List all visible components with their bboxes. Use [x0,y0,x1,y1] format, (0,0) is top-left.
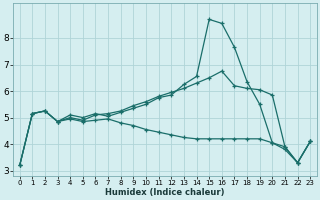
X-axis label: Humidex (Indice chaleur): Humidex (Indice chaleur) [105,188,225,197]
